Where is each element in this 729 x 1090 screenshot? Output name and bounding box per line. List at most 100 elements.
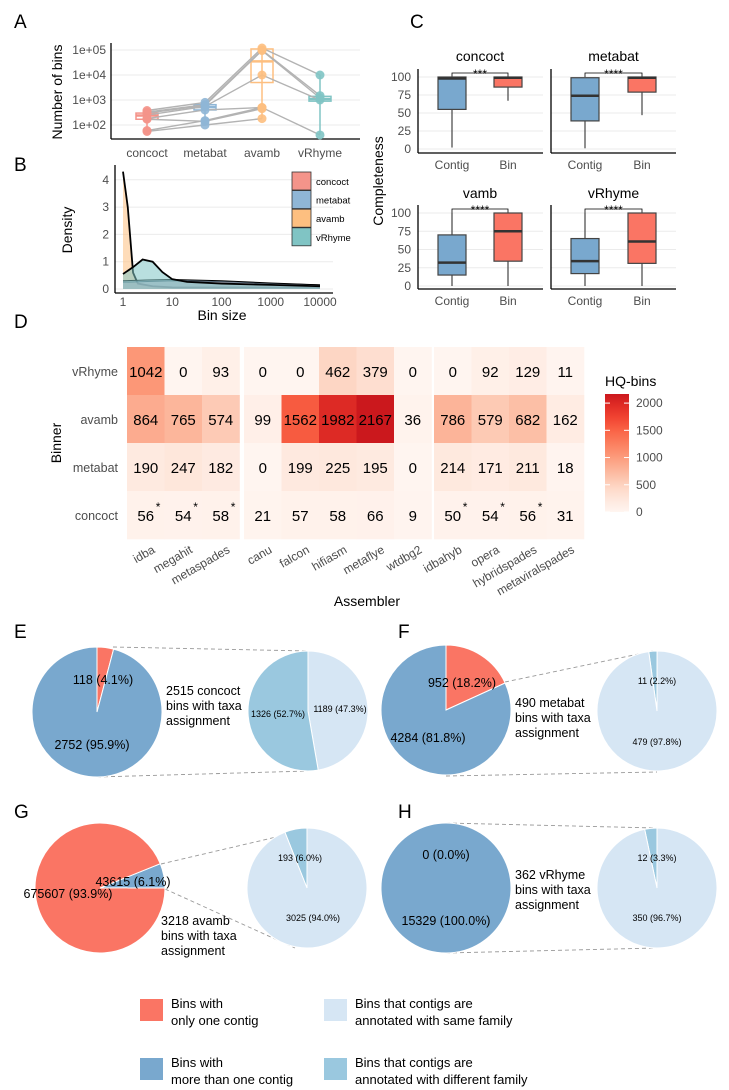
cell-value: 0 [179, 364, 187, 381]
panel-label-B: B [14, 155, 27, 176]
box-bin [493, 212, 523, 262]
cell-value: 0 [409, 364, 417, 381]
colorbar-label: 1000 [636, 451, 663, 465]
connector-line [445, 771, 658, 777]
cell-value: 21 [254, 508, 271, 525]
point-metabat [200, 105, 210, 115]
box-contig [437, 76, 467, 111]
slice-label: 11 (2.2%) [638, 676, 676, 686]
connector-line [112, 646, 309, 652]
heatmap-cell [164, 395, 203, 444]
y-tick-label: 1e+02 [72, 118, 106, 132]
row-label: concoct [75, 509, 119, 523]
legend-swatch-metabat [291, 190, 312, 210]
column-label: falcon [277, 542, 312, 570]
y-tick-label: 1e+03 [72, 93, 106, 107]
cell-value: 182 [208, 460, 233, 477]
cell-value: 50 [444, 508, 461, 525]
slice-label: 675607 (93.9%) [24, 887, 113, 901]
connector-line [96, 770, 309, 778]
pie-description: bins with taxa [161, 929, 237, 943]
cell-value: 786 [440, 412, 465, 429]
colorbar-label: 2000 [636, 396, 663, 410]
cell-value: 9 [409, 508, 417, 525]
heatmap-cell [319, 491, 357, 540]
heatmap-cell [509, 443, 547, 492]
heatmap-cell [281, 347, 320, 396]
y-tick-label: 25 [398, 124, 412, 138]
point-vRhyme [315, 95, 325, 105]
legend-label: annotated with different family [355, 1072, 528, 1087]
y-axis-title: Binner [48, 422, 64, 463]
pie-slice-multi-contig [380, 822, 512, 954]
heatmap-cell [434, 491, 472, 540]
cell-value: 93 [212, 364, 229, 381]
panel-label-D: D [14, 312, 28, 333]
facet-title: vRhyme [588, 185, 640, 201]
sample-line [146, 49, 321, 114]
heatmap-cell [127, 491, 165, 540]
cell-value: 129 [515, 364, 540, 381]
heatmap-cell [394, 443, 432, 492]
facet-concoct: 0 25 50 75 100 concoct *** Contig Bin [391, 48, 543, 172]
pie-description: assignment [515, 726, 579, 740]
cell-value: 1982 [321, 412, 354, 429]
x-tick-label: concoct [126, 146, 168, 160]
point-avamb [257, 70, 267, 80]
heatmap-row-avamb: avamb 864 765 574 99 1562 1982 2167 36 786 579 682 1… [80, 395, 585, 444]
cell-value: 195 [363, 460, 388, 477]
cell-value: 214 [440, 460, 465, 477]
x-tick-label: Contig [568, 294, 603, 308]
cell-value: 2167 [359, 412, 392, 429]
legend-label: metabat [316, 196, 351, 207]
cell-value: 36 [404, 412, 421, 429]
y-tick-label: 100 [391, 206, 411, 220]
y-tick-label: 100 [391, 70, 411, 84]
colorbar [605, 394, 629, 512]
slice-label: 193 (6.0%) [278, 853, 322, 863]
cell-value: 162 [553, 412, 578, 429]
significance-bracket [584, 72, 643, 77]
heatmap-cell [244, 395, 282, 444]
heatmap-cell [356, 395, 395, 444]
heatmap-cell [394, 491, 432, 540]
column-label: metaflye [340, 542, 387, 577]
heatmap-cell [356, 347, 395, 396]
cell-value: 57 [292, 508, 309, 525]
y-axis-title: Completeness [370, 136, 386, 226]
row-label: avamb [80, 413, 118, 427]
legend-swatch-same-family [324, 999, 347, 1021]
heatmap-cell [281, 491, 320, 540]
heatmap-cell [509, 347, 547, 396]
x-tick-label: 1 [120, 295, 127, 309]
y-axis-title: Number of bins [49, 45, 65, 140]
cell-value: 54 [175, 508, 192, 525]
cell-value: 56 [137, 508, 154, 525]
pie-slice-one-contig [445, 644, 506, 711]
x-tick-label: avamb [244, 146, 280, 160]
y-tick-label: 50 [398, 106, 412, 120]
pie-description: assignment [515, 898, 579, 912]
cell-value: 1042 [129, 364, 162, 381]
panel-label-C: C [410, 12, 424, 33]
heatmap-cell [281, 395, 320, 444]
heatmap-cell [471, 443, 510, 492]
box-contig [437, 234, 467, 276]
cell-value: 190 [133, 460, 158, 477]
cell-value: 31 [557, 508, 574, 525]
cell-value: 99 [254, 412, 271, 429]
column-label: idbahyb [421, 542, 465, 575]
significance-stars: *** [473, 67, 487, 81]
pie-description: bins with taxa [166, 699, 242, 713]
slice-label: 1326 (52.7%) [251, 709, 305, 719]
heatmap-cell [546, 395, 585, 444]
heatmap-cell [356, 491, 395, 540]
pie-description: 3218 avamb [161, 914, 230, 928]
point-vRhyme [315, 130, 325, 140]
slice-label: 3025 (94.0%) [286, 913, 340, 923]
color-legend: HQ-bins 0 500 1000 1500 2000 [605, 373, 663, 519]
x-tick-label: 1000 [257, 295, 284, 309]
pie-description: assignment [166, 714, 230, 728]
density-area-vRhyme [123, 259, 320, 289]
y-tick-label: 75 [398, 224, 412, 238]
